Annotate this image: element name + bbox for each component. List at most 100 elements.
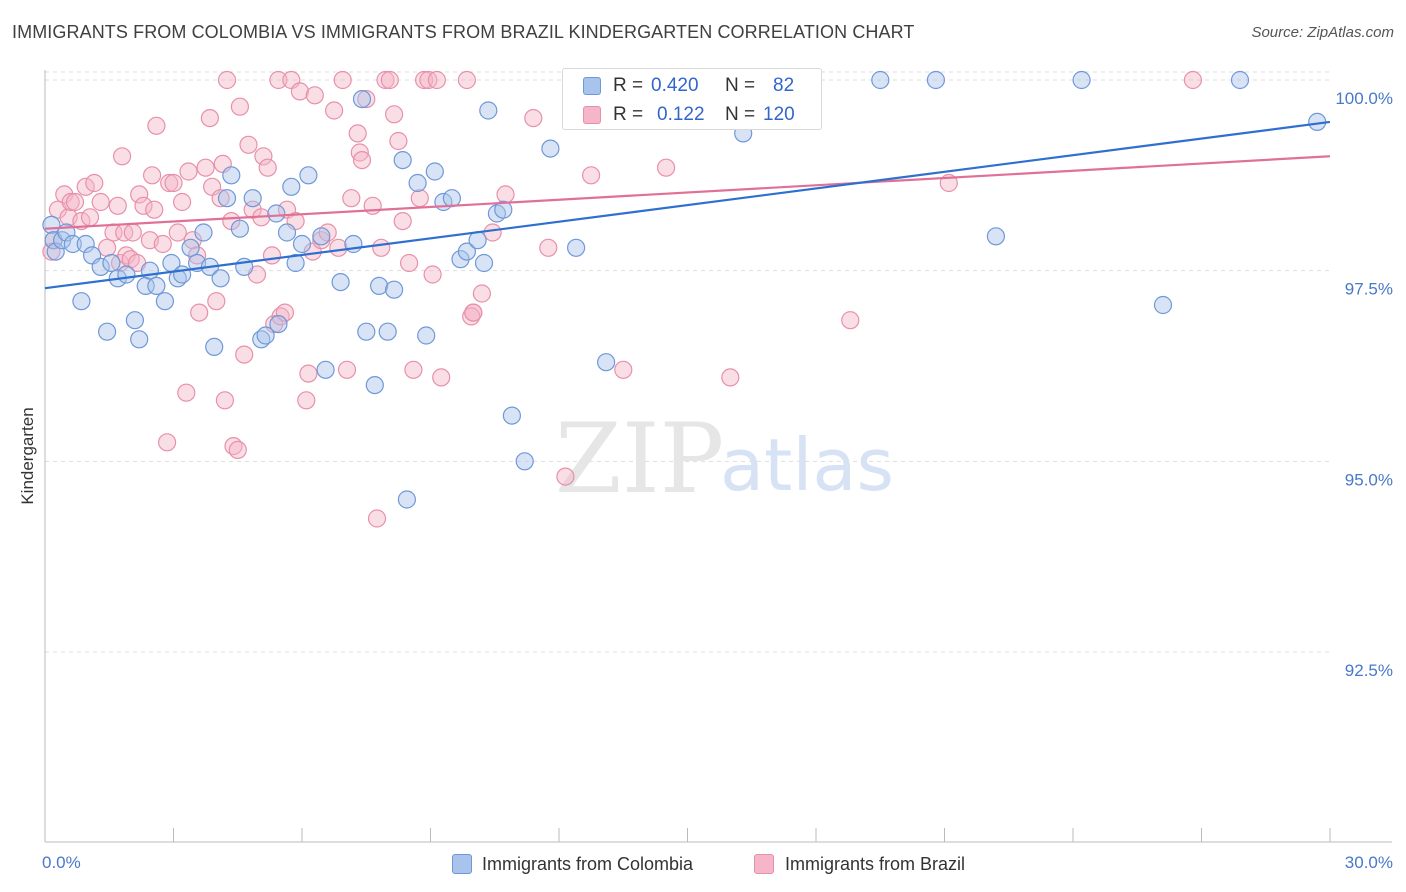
data-point-brazil <box>393 212 412 231</box>
data-point-colombia <box>596 353 616 372</box>
data-point-colombia <box>256 326 275 345</box>
data-point-colombia <box>425 162 444 181</box>
data-point-brazil <box>299 364 318 383</box>
legend-label-colombia: Immigrants from Colombia <box>482 854 694 874</box>
chart-title: IMMIGRANTS FROM COLOMBIA VS IMMIGRANTS F… <box>12 22 915 42</box>
x-tick-label-max: 30.0% <box>1345 853 1393 872</box>
legend-swatch-brazil <box>583 106 601 124</box>
data-point-brazil <box>350 143 369 162</box>
data-point-colombia <box>282 177 301 196</box>
legend-r-value-colombia: 0.420 <box>651 75 699 96</box>
data-point-colombia <box>91 257 110 276</box>
legend-n-value-colombia: 82 <box>773 75 795 96</box>
data-point-brazil <box>427 70 446 90</box>
data-point-colombia <box>365 376 384 395</box>
data-point-brazil <box>188 246 207 265</box>
legend-r-value-brazil: 0.122 <box>657 104 705 125</box>
data-point-colombia <box>205 337 224 356</box>
data-point-brazil <box>389 131 408 151</box>
data-point-colombia <box>986 227 1006 246</box>
data-point-colombia <box>102 253 121 273</box>
data-point-colombia <box>46 242 65 261</box>
data-point-brazil <box>483 223 502 242</box>
data-point-colombia <box>140 261 159 280</box>
data-point-brazil <box>235 345 254 364</box>
data-point-colombia <box>370 276 389 295</box>
data-point-brazil <box>524 108 543 128</box>
data-point-colombia <box>457 242 476 261</box>
data-point-brazil <box>196 158 215 177</box>
data-point-colombia <box>468 231 487 250</box>
data-point-brazil <box>164 173 183 193</box>
legend-label-brazil: Immigrants from Brazil <box>785 854 966 874</box>
y-tick-label: 97.5% <box>1345 280 1393 299</box>
trend-line-brazil <box>44 155 1331 230</box>
y-tick-label: 92.5% <box>1345 661 1393 680</box>
data-point-colombia <box>173 265 192 284</box>
data-point-brazil <box>432 368 451 387</box>
data-point-brazil <box>145 200 164 219</box>
data-point-colombia <box>541 139 560 158</box>
data-point-brazil <box>342 189 361 208</box>
legend-r-label: R = <box>613 104 644 125</box>
data-point-brazil <box>168 223 187 242</box>
legend-swatch-brazil <box>754 854 774 874</box>
legend-row-brazil: R = 0.122 N = 120 <box>563 100 821 130</box>
data-point-brazil <box>153 234 172 254</box>
data-point-brazil <box>147 116 166 135</box>
data-point-brazil <box>380 70 399 90</box>
x-tick-label-min: 0.0% <box>42 853 81 872</box>
data-point-brazil <box>363 196 382 215</box>
data-point-colombia <box>76 234 95 254</box>
data-point-colombia <box>211 269 230 288</box>
data-point-brazil <box>290 82 309 101</box>
series-legend: Immigrants from Colombia Immigrants from… <box>0 852 1406 878</box>
data-point-brazil <box>143 166 162 185</box>
data-point-brazil <box>325 101 344 120</box>
data-point-brazil <box>215 391 234 410</box>
data-point-colombia <box>357 322 376 341</box>
data-point-colombia <box>378 322 397 341</box>
data-point-brazil <box>65 192 85 212</box>
data-point-colombia <box>277 223 297 242</box>
data-point-brazil <box>230 97 249 116</box>
data-point-colombia <box>217 189 237 208</box>
data-point-colombia <box>397 490 416 509</box>
data-point-colombia <box>1153 295 1173 315</box>
data-point-colombia <box>286 253 305 273</box>
data-point-colombia <box>155 292 174 311</box>
data-point-brazil <box>130 185 149 204</box>
data-point-brazil <box>333 70 352 90</box>
data-point-brazil <box>457 70 476 90</box>
data-point-colombia <box>292 234 312 254</box>
data-point-colombia <box>566 238 586 257</box>
data-point-colombia <box>871 70 890 90</box>
data-point-brazil <box>217 70 237 90</box>
data-point-brazil <box>385 105 404 124</box>
data-point-colombia <box>63 234 82 254</box>
data-point-colombia <box>417 326 436 345</box>
trend-line-colombia <box>44 120 1331 290</box>
data-point-brazil <box>190 303 209 322</box>
data-point-brazil <box>372 238 391 257</box>
source-label: Source: ZipAtlas.com <box>1251 24 1394 41</box>
data-point-colombia <box>243 189 262 208</box>
tick-labels: 100.0% 97.5% 95.0% 92.5% 0.0% 30.0% <box>42 89 1393 872</box>
stats-legend: R = 0.420 N = 82 R = 0.122 N = 120 <box>562 68 822 130</box>
data-point-brazil <box>173 192 192 212</box>
legend-n-label: N = <box>725 104 756 125</box>
data-point-colombia <box>181 238 200 257</box>
data-point-colombia <box>451 250 470 269</box>
data-point-brazil <box>200 108 219 128</box>
data-point-brazil <box>76 177 95 196</box>
data-point-brazil <box>496 185 515 204</box>
data-point-colombia <box>474 253 494 273</box>
data-point-colombia <box>352 89 372 109</box>
data-point-colombia <box>385 280 404 299</box>
trend-lines <box>44 120 1331 290</box>
data-point-brazil <box>376 70 395 90</box>
data-point-brazil <box>239 135 258 154</box>
data-point-colombia <box>515 452 534 471</box>
data-point-brazil <box>415 70 434 90</box>
